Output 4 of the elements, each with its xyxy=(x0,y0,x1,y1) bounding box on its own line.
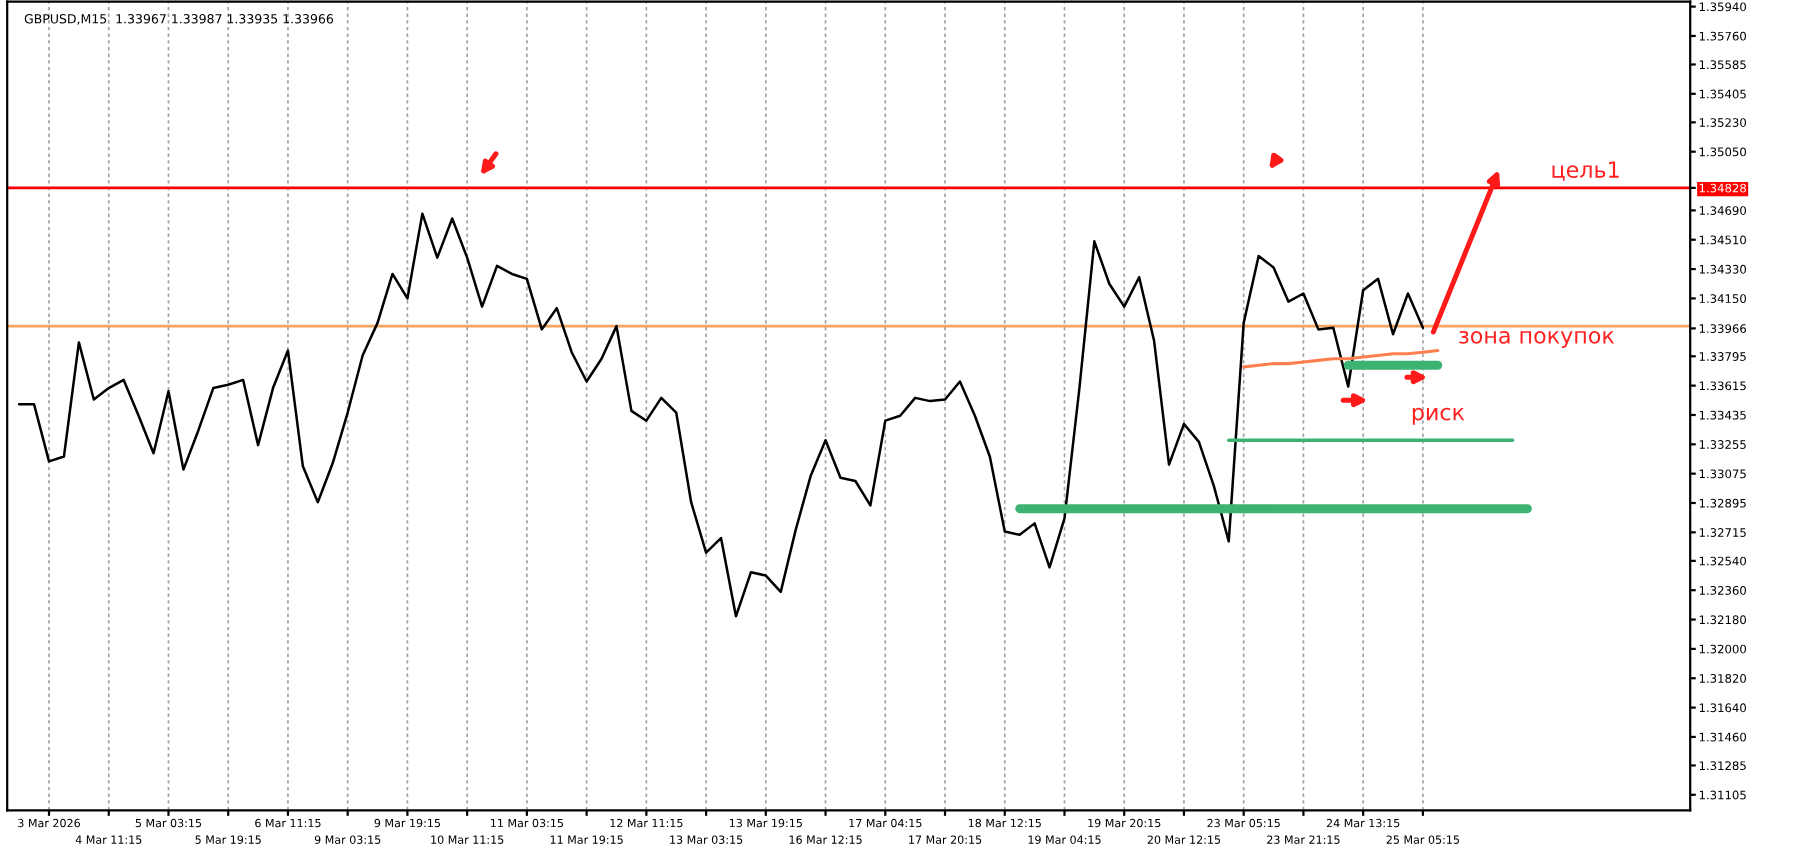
line-series xyxy=(1242,349,1440,369)
annotation: цель1 xyxy=(1552,161,1619,181)
annotation: зона покупок xyxy=(1459,330,1615,349)
annotation: риск xyxy=(1412,407,1465,425)
